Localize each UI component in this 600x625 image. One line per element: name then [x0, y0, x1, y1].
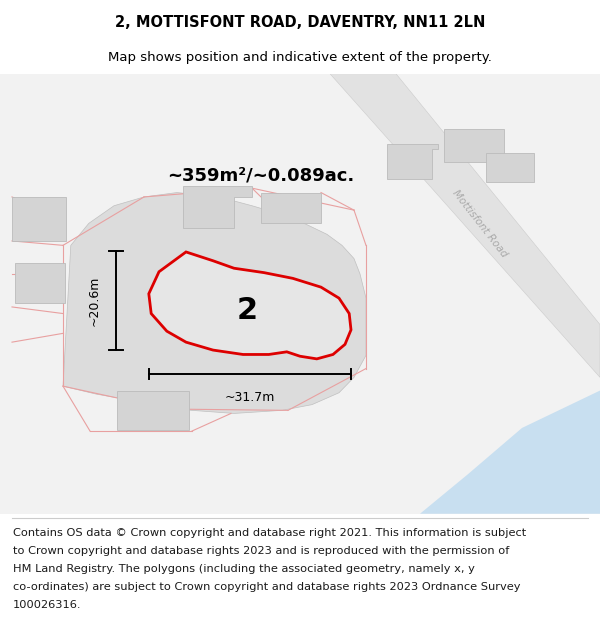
- Text: ~20.6m: ~20.6m: [88, 276, 101, 326]
- Text: HM Land Registry. The polygons (including the associated geometry, namely x, y: HM Land Registry. The polygons (includin…: [13, 564, 475, 574]
- Polygon shape: [63, 192, 366, 413]
- Polygon shape: [183, 186, 252, 228]
- Text: co-ordinates) are subject to Crown copyright and database rights 2023 Ordnance S: co-ordinates) are subject to Crown copyr…: [13, 582, 521, 592]
- Text: 100026316.: 100026316.: [13, 600, 82, 610]
- Text: ~31.7m: ~31.7m: [225, 391, 275, 404]
- Text: to Crown copyright and database rights 2023 and is reproduced with the permissio: to Crown copyright and database rights 2…: [13, 546, 509, 556]
- Text: Mottisfont Road: Mottisfont Road: [451, 188, 509, 259]
- Polygon shape: [444, 129, 504, 162]
- Polygon shape: [387, 144, 438, 179]
- Text: ~359m²/~0.089ac.: ~359m²/~0.089ac.: [167, 167, 354, 185]
- Polygon shape: [117, 391, 189, 430]
- Polygon shape: [261, 192, 321, 223]
- Text: 2, MOTTISFONT ROAD, DAVENTRY, NN11 2LN: 2, MOTTISFONT ROAD, DAVENTRY, NN11 2LN: [115, 14, 485, 29]
- Polygon shape: [12, 197, 66, 241]
- Polygon shape: [486, 153, 534, 181]
- Text: Contains OS data © Crown copyright and database right 2021. This information is : Contains OS data © Crown copyright and d…: [13, 528, 526, 538]
- Text: 2: 2: [236, 296, 258, 324]
- Polygon shape: [149, 252, 351, 359]
- Polygon shape: [420, 391, 600, 514]
- Polygon shape: [186, 276, 294, 342]
- Text: Map shows position and indicative extent of the property.: Map shows position and indicative extent…: [108, 51, 492, 64]
- Polygon shape: [15, 263, 65, 302]
- Polygon shape: [330, 74, 600, 378]
